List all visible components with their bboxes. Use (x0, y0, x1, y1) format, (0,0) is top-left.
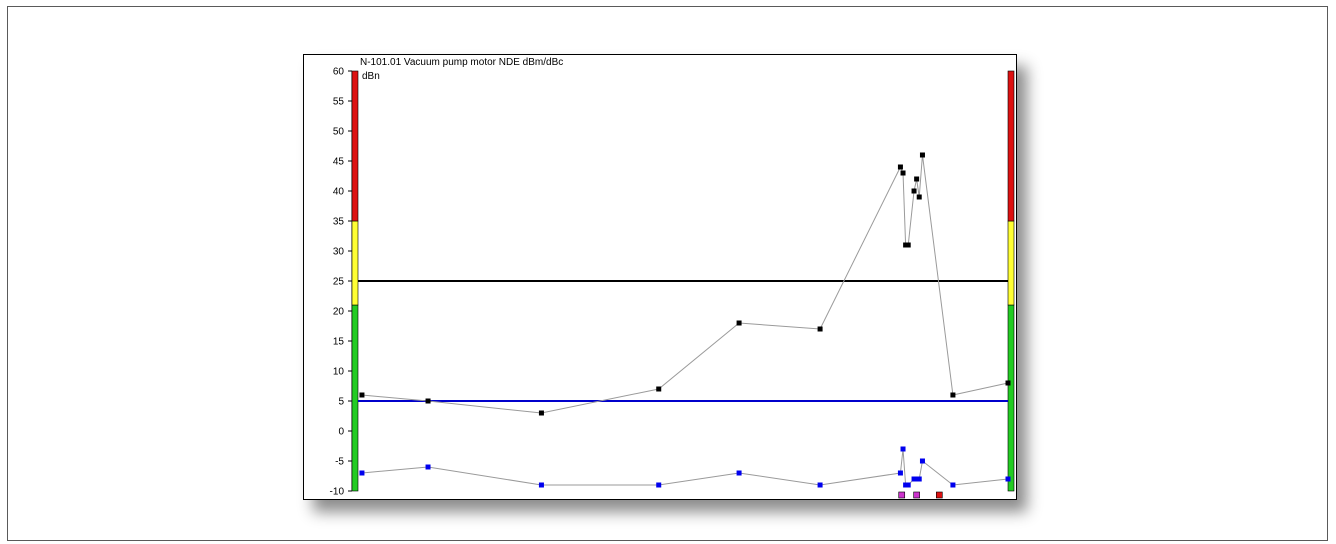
data-point (425, 398, 431, 404)
y-tick-label: -10 (330, 487, 345, 498)
data-point (903, 482, 909, 488)
data-point (817, 482, 823, 488)
data-point (950, 392, 956, 398)
data-point (359, 470, 365, 476)
chart-title: N-101.01 Vacuum pump motor NDE dBm/dBc (360, 57, 564, 68)
alarm-band-left (351, 304, 359, 492)
y-tick-label: 15 (333, 337, 345, 348)
series-line-1 (361, 448, 1009, 486)
y-tick-label: 50 (333, 127, 345, 138)
y-tick-label: 55 (333, 97, 345, 108)
data-point (817, 326, 823, 332)
data-point (914, 476, 920, 482)
data-point (656, 386, 662, 392)
data-point (914, 176, 920, 182)
y-tick-label: 40 (333, 187, 345, 198)
event-marker (913, 491, 920, 499)
data-point (656, 482, 662, 488)
alarm-band-left (351, 220, 359, 306)
alarm-band-right (1007, 70, 1015, 222)
trend-chart: 60 55 50 45 40 35 30 25 20 15 10 5 0 -5 -10 N-101.01 V… (303, 54, 1017, 500)
data-point (905, 482, 911, 488)
y-tick-label: 20 (333, 307, 345, 318)
data-point (897, 164, 903, 170)
y-tick-label: 10 (333, 367, 345, 378)
data-point (1005, 476, 1011, 482)
data-point (911, 188, 917, 194)
y-tick-label: 25 (333, 277, 345, 288)
data-point (916, 476, 922, 482)
y-tick-label: 60 (333, 67, 345, 78)
data-point (538, 410, 544, 416)
alarm-band-left (351, 70, 359, 222)
event-marker (898, 491, 906, 499)
window-frame: 60 55 50 45 40 35 30 25 20 15 10 5 0 -5 -10 N-101.01 V… (7, 6, 1328, 541)
data-point (1005, 380, 1011, 386)
alarm-band-right (1007, 304, 1015, 492)
data-point (900, 170, 906, 176)
event-marker (936, 491, 943, 499)
y-tick-label: -5 (335, 457, 344, 468)
data-point (900, 446, 906, 452)
data-point (538, 482, 544, 488)
data-point (919, 152, 925, 158)
data-point (905, 242, 911, 248)
data-point (736, 320, 742, 326)
y-tick-label: 5 (338, 397, 344, 408)
data-point (425, 464, 431, 470)
series-line-0 (361, 154, 1009, 414)
data-point (736, 470, 742, 476)
data-point (897, 470, 903, 476)
data-point (916, 194, 922, 200)
data-point (950, 482, 956, 488)
y-tick-label: 35 (333, 217, 345, 228)
data-point (919, 458, 925, 464)
y-unit-label: dBn (362, 71, 380, 82)
y-tick-label: 30 (333, 247, 345, 258)
y-tick-label: 0 (338, 427, 344, 438)
data-point (359, 392, 365, 398)
data-point (903, 242, 909, 248)
alarm-band-right (1007, 220, 1015, 306)
y-tick-label: 45 (333, 157, 345, 168)
data-point (911, 476, 917, 482)
